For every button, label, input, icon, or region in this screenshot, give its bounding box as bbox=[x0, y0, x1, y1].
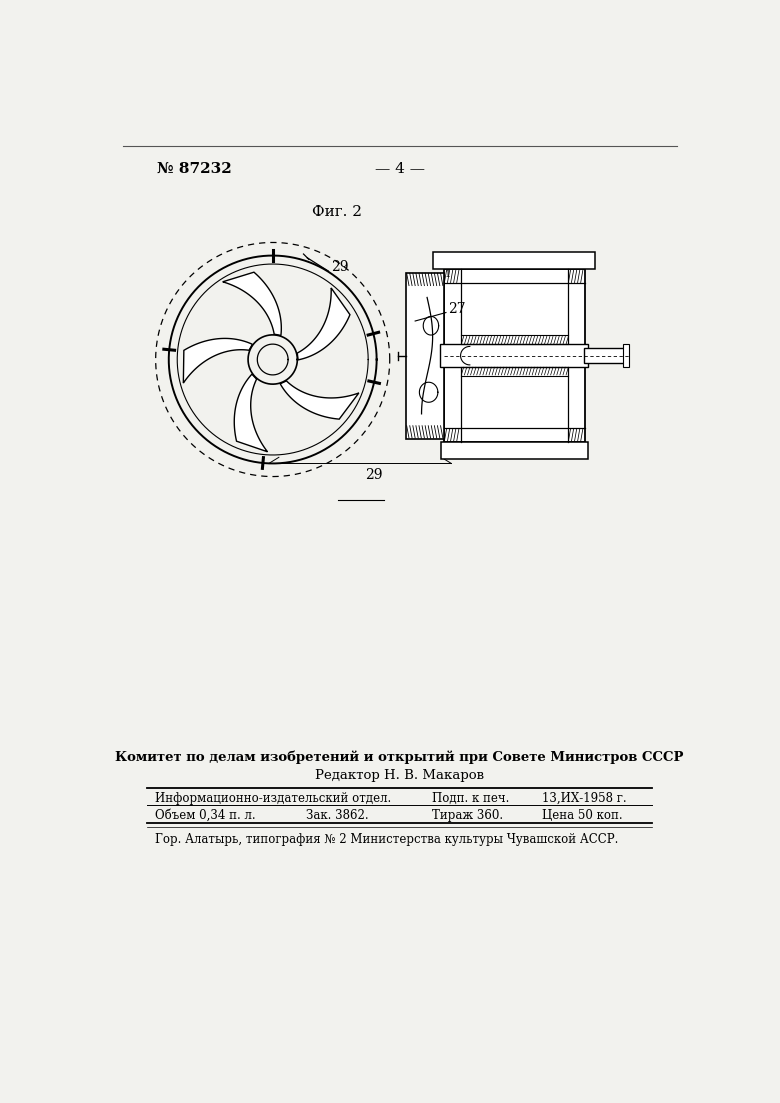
Text: Объем 0,34 п. л.: Объем 0,34 п. л. bbox=[155, 808, 256, 822]
Text: Информационно-издательский отдел.: Информационно-издательский отдел. bbox=[155, 792, 391, 805]
Bar bbox=[623, 344, 629, 367]
Bar bbox=[583, 347, 626, 363]
Text: № 87232: № 87232 bbox=[158, 161, 232, 175]
Polygon shape bbox=[280, 381, 359, 419]
Text: Редактор Н. В. Макаров: Редактор Н. В. Макаров bbox=[315, 769, 484, 782]
Text: Фиг. 2: Фиг. 2 bbox=[311, 205, 362, 218]
Text: Тираж 360.: Тираж 360. bbox=[432, 808, 503, 822]
Text: 13,ИХ-1958 г.: 13,ИХ-1958 г. bbox=[542, 792, 627, 805]
Text: Комитет по делам изобретений и открытий при Совете Министров СССР: Комитет по делам изобретений и открытий … bbox=[115, 751, 684, 764]
Polygon shape bbox=[297, 288, 350, 360]
Bar bbox=[441, 442, 587, 459]
Text: Цена 50 коп.: Цена 50 коп. bbox=[542, 808, 622, 822]
Text: Гор. Алатырь, типография № 2 Министерства культуры Чувашской АССР.: Гор. Алатырь, типография № 2 Министерств… bbox=[155, 833, 619, 846]
Polygon shape bbox=[223, 272, 282, 335]
Polygon shape bbox=[234, 374, 268, 452]
Text: — 4 —: — 4 — bbox=[374, 161, 425, 175]
Bar bbox=[433, 253, 595, 269]
Text: Зак. 3862.: Зак. 3862. bbox=[306, 808, 368, 822]
Text: 1: 1 bbox=[445, 270, 452, 279]
Polygon shape bbox=[183, 339, 253, 383]
Text: Подп. к печ.: Подп. к печ. bbox=[432, 792, 509, 805]
Text: 29: 29 bbox=[332, 260, 349, 275]
Text: 27: 27 bbox=[448, 302, 466, 315]
Text: 29: 29 bbox=[365, 468, 382, 482]
Bar bbox=[444, 269, 584, 442]
Bar bbox=[406, 272, 444, 439]
Bar bbox=[440, 344, 588, 367]
